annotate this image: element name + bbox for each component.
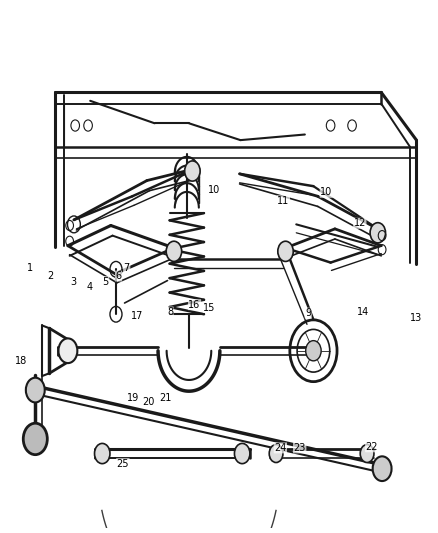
- Text: 5: 5: [102, 277, 109, 287]
- Text: 16: 16: [188, 300, 201, 310]
- Text: 19: 19: [127, 393, 139, 403]
- Text: 10: 10: [208, 184, 220, 195]
- Text: 22: 22: [366, 442, 378, 452]
- Circle shape: [278, 241, 293, 262]
- Text: 8: 8: [167, 307, 173, 317]
- Text: 3: 3: [70, 277, 76, 287]
- Circle shape: [370, 223, 385, 243]
- Text: 21: 21: [159, 393, 172, 403]
- Text: 24: 24: [274, 443, 286, 453]
- Text: 11: 11: [277, 196, 290, 206]
- Circle shape: [269, 445, 283, 463]
- Text: 15: 15: [203, 303, 216, 312]
- Text: 7: 7: [124, 263, 130, 273]
- Circle shape: [306, 341, 321, 361]
- Circle shape: [95, 443, 110, 464]
- Circle shape: [234, 443, 250, 464]
- Text: 4: 4: [86, 282, 92, 292]
- Circle shape: [360, 445, 374, 463]
- Text: 18: 18: [15, 356, 28, 366]
- Circle shape: [166, 241, 182, 262]
- Text: 12: 12: [353, 218, 366, 228]
- Text: 25: 25: [117, 458, 129, 469]
- Text: 14: 14: [357, 307, 369, 317]
- Text: 1: 1: [27, 263, 33, 273]
- Circle shape: [23, 423, 47, 455]
- Circle shape: [58, 338, 78, 363]
- Text: 17: 17: [131, 311, 144, 321]
- Text: 9: 9: [305, 308, 311, 318]
- Text: 6: 6: [116, 271, 122, 281]
- Text: 2: 2: [48, 271, 54, 281]
- Circle shape: [185, 161, 200, 181]
- Circle shape: [373, 456, 392, 481]
- Text: 10: 10: [320, 188, 332, 197]
- Text: 23: 23: [293, 443, 306, 453]
- Text: 13: 13: [410, 313, 423, 322]
- Text: 20: 20: [142, 397, 155, 407]
- Circle shape: [26, 378, 45, 402]
